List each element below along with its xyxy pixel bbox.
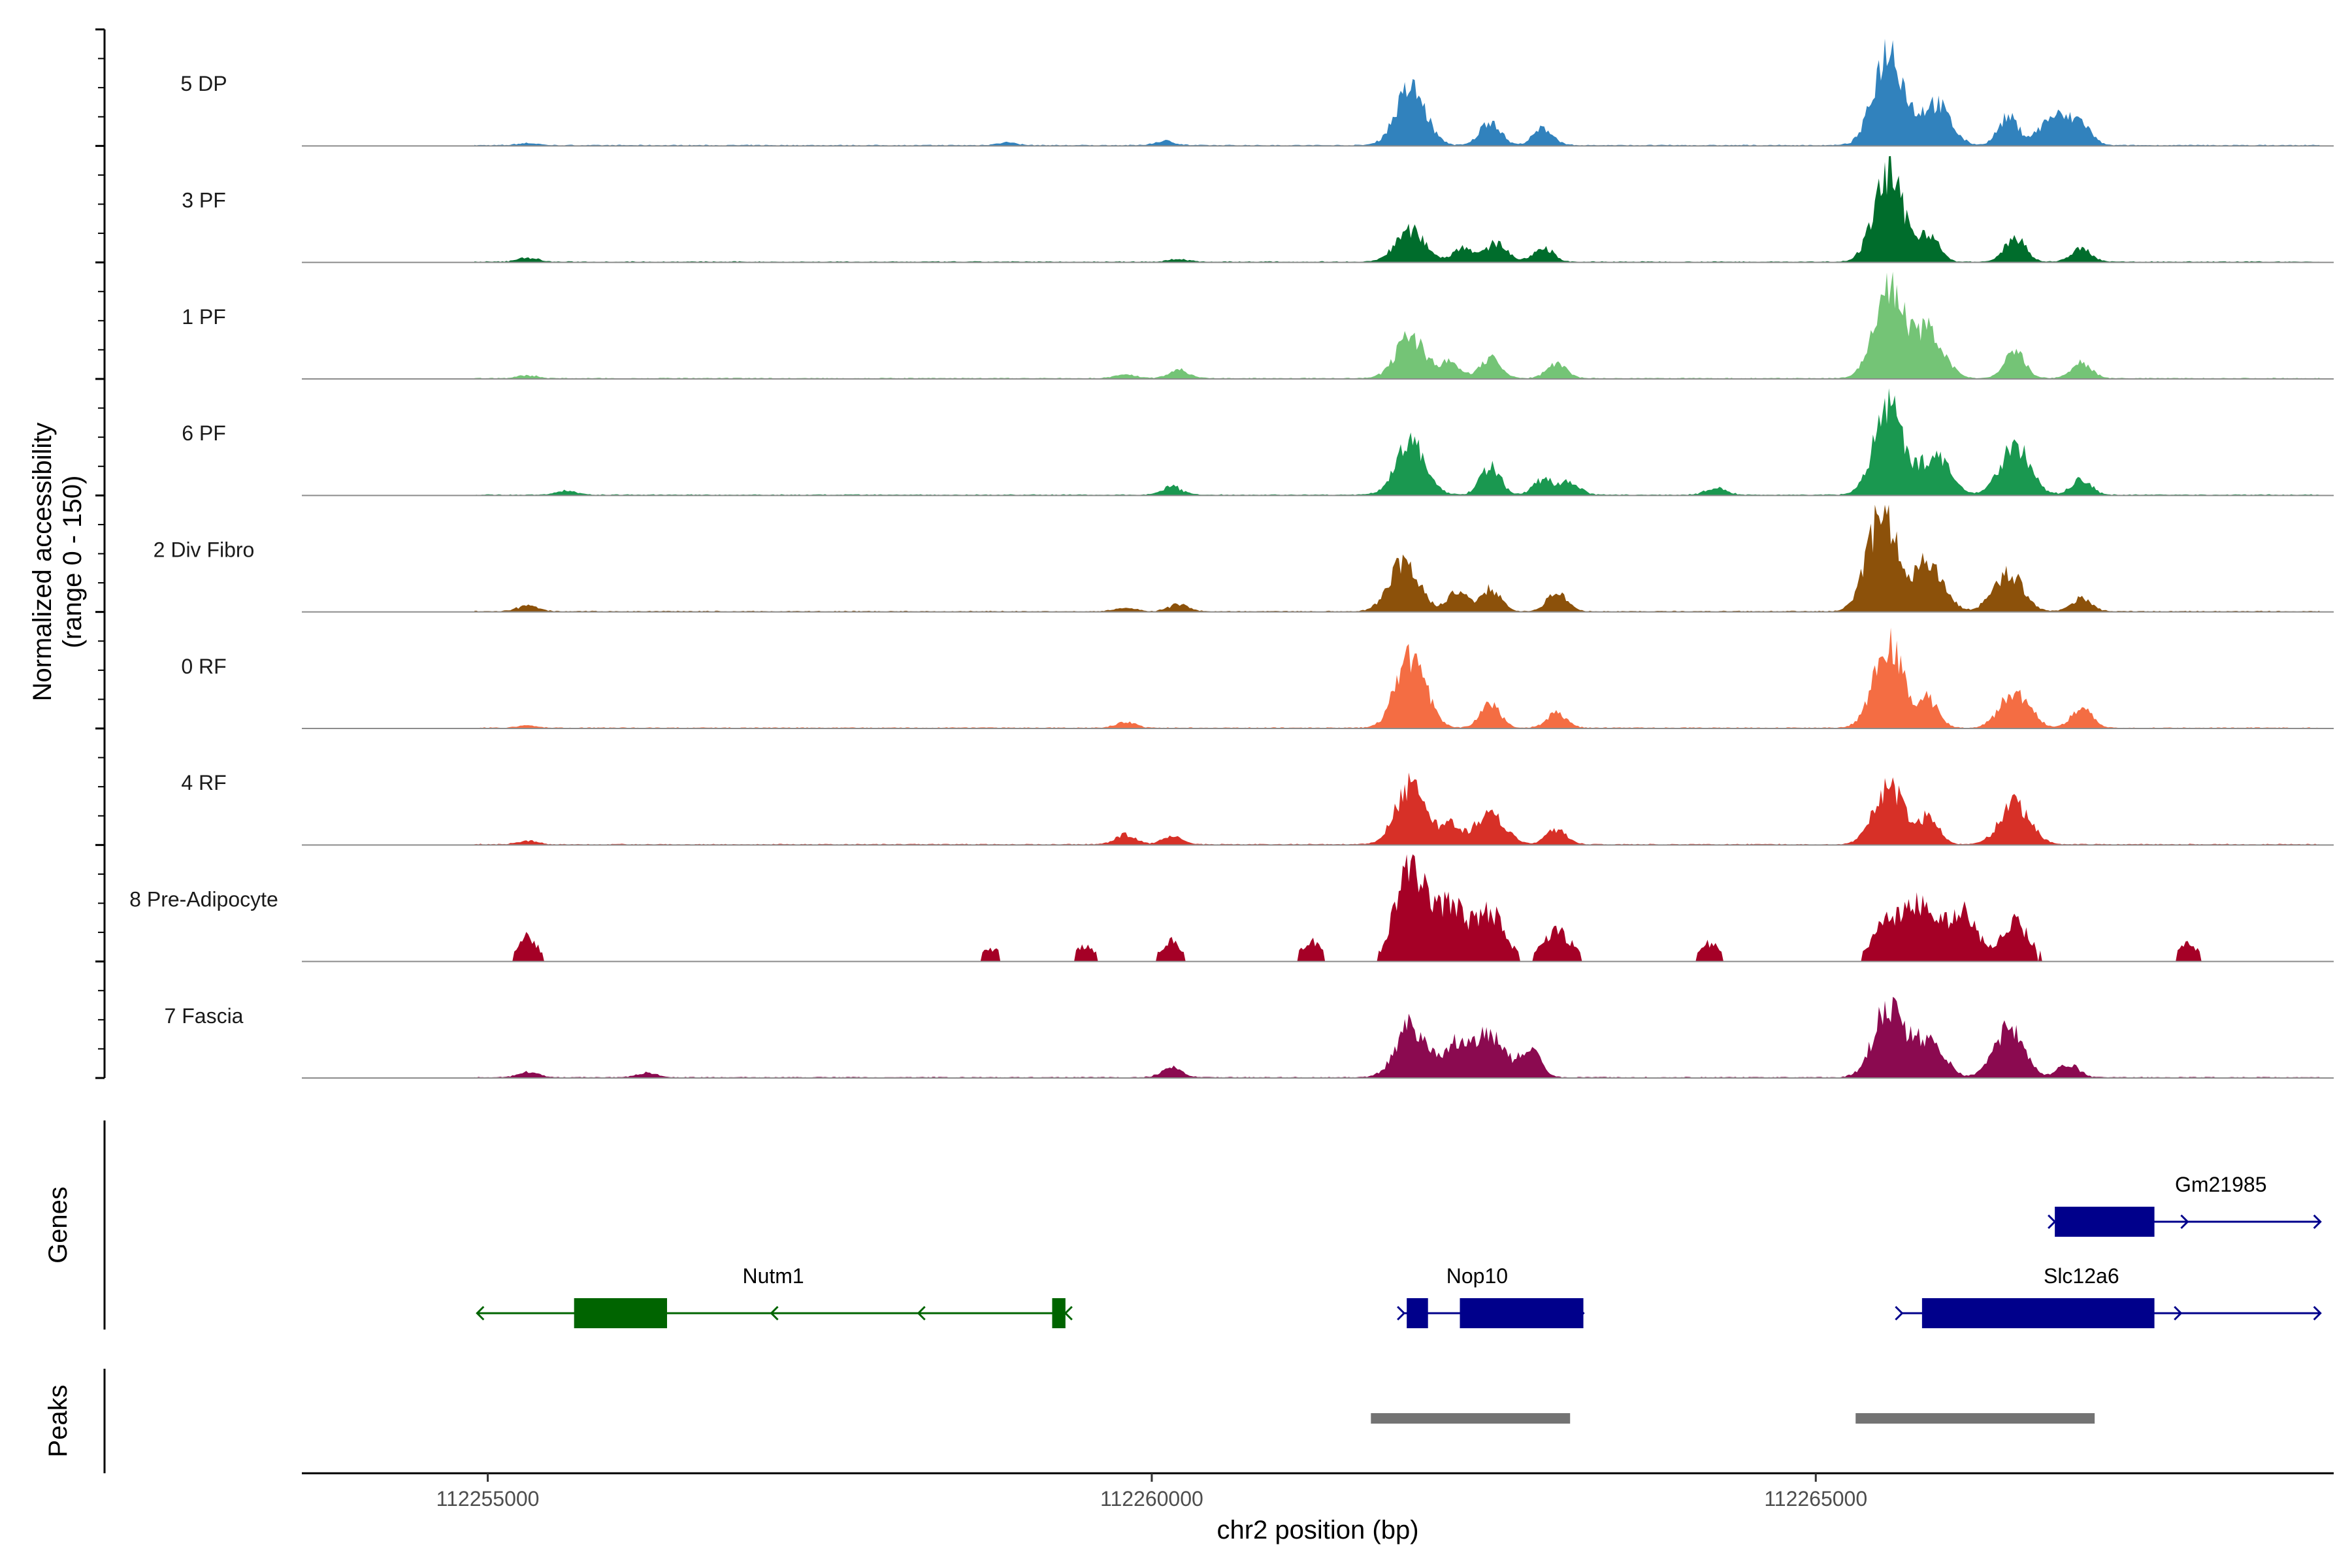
y-axis-title: Normalized accessibility (range 0 - 150)	[28, 423, 87, 702]
track-5: 0 RF	[181, 627, 2334, 729]
track-4: 2 Div Fibro	[154, 504, 2334, 613]
peaks-panel: Peaks	[44, 1369, 2095, 1473]
strand-arrow	[2174, 1305, 2183, 1321]
coverage-area-5	[474, 627, 2321, 728]
genes-panel-label: Genes	[44, 1186, 73, 1264]
coverage-area-6	[474, 772, 2321, 845]
exon	[1407, 1298, 1428, 1328]
y-axis-label: Normalized accessibility	[28, 423, 57, 702]
peak-regions	[1371, 1413, 2095, 1424]
strand-arrow	[2180, 1214, 2189, 1230]
gene-label: Gm21985	[2175, 1173, 2267, 1196]
track-label-6: 4 RF	[181, 771, 226, 794]
x-tick-label: 112260000	[1100, 1487, 1203, 1511]
gene-models: Gm21985 Nutm1 Nop10 Slc12a6	[476, 1173, 2322, 1328]
track-label-3: 6 PF	[182, 421, 226, 445]
track-2: 1 PF	[182, 271, 2334, 380]
y-axis-sublabel: (range 0 - 150)	[58, 476, 87, 649]
x-tick-label: 112255000	[436, 1487, 540, 1511]
coverage-area-1	[474, 155, 2321, 263]
peak-region-0	[1371, 1413, 1571, 1424]
coverage-area-0	[474, 39, 2321, 146]
gene-label: Nutm1	[742, 1264, 804, 1288]
exon	[1460, 1298, 1584, 1328]
strand-arrow	[1895, 1305, 1904, 1321]
track-7: 8 Pre-Adipocyte	[129, 854, 2334, 962]
x-axis: 112255000 112260000 112265000 chr2 positio…	[302, 1472, 2334, 1544]
peak-region-1	[1855, 1413, 2095, 1424]
track-label-8: 7 Fascia	[165, 1004, 244, 1028]
strand-arrow	[2313, 1214, 2322, 1230]
track-label-2: 1 PF	[182, 305, 226, 329]
x-axis-ticks: 112255000 112260000 112265000	[436, 1473, 1867, 1511]
coverage-y-axis	[95, 28, 106, 1079]
gene-gm21985: Gm21985	[2048, 1173, 2322, 1237]
track-8: 7 Fascia	[165, 996, 2334, 1079]
x-axis-title: chr2 position (bp)	[1217, 1516, 1418, 1544]
gene-label: Slc12a6	[2044, 1264, 2119, 1288]
x-tick-label: 112265000	[1764, 1487, 1867, 1511]
coverage-area-3	[474, 388, 2321, 496]
coverage-area-8	[474, 996, 2321, 1078]
track-1: 3 PF	[182, 155, 2334, 263]
track-label-7: 8 Pre-Adipocyte	[129, 887, 278, 911]
peaks-panel-label: Peaks	[44, 1384, 73, 1457]
track-6: 4 RF	[181, 771, 2334, 846]
exon	[1921, 1298, 2155, 1328]
track-3: 6 PF	[182, 388, 2334, 497]
track-label-0: 5 DP	[180, 72, 227, 95]
exon	[2055, 1207, 2155, 1237]
gene-nop10: Nop10	[1397, 1264, 1585, 1328]
coverage-tracks: 5 DP 3 PF 1 PF 6 PF 2 Div Fibro 0 RF 4 RF 8 Pre…	[129, 39, 2334, 1079]
strand-arrow	[1397, 1305, 1406, 1321]
coverage-area-2	[474, 271, 2321, 379]
strand-arrow	[770, 1305, 779, 1321]
strand-arrow	[2313, 1305, 2322, 1321]
track-label-5: 0 RF	[181, 655, 226, 678]
exon	[574, 1298, 667, 1328]
genes-panel: Genes Gm21985 Nutm1 Nop10 Slc12a6	[44, 1120, 2322, 1330]
coverage-area-4	[474, 504, 2321, 612]
strand-arrow	[917, 1305, 926, 1321]
track-label-1: 3 PF	[182, 188, 226, 212]
strand-arrow	[476, 1305, 485, 1321]
gene-nutm1: Nutm1	[476, 1264, 1073, 1328]
gene-slc12a6: Slc12a6	[1895, 1264, 2322, 1328]
track-label-4: 2 Div Fibro	[154, 538, 255, 561]
gene-label: Nop10	[1446, 1264, 1508, 1288]
coverage-area-7	[474, 854, 2321, 962]
track-0: 5 DP	[180, 39, 2334, 147]
exon	[1052, 1298, 1066, 1328]
